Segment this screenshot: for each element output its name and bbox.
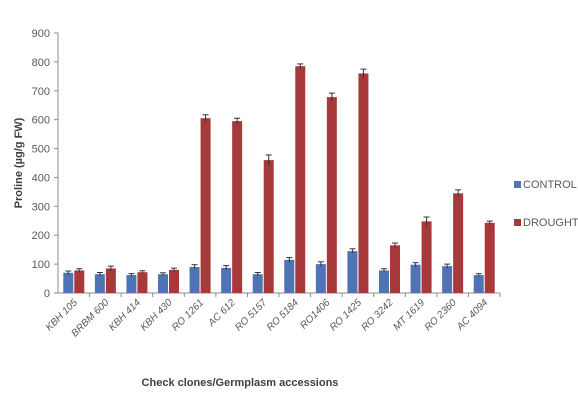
y-tick-label: 200 [32,230,50,242]
legend: CONTROL DROUGHT [514,179,578,229]
y-tick-label: 400 [32,172,50,184]
bar-control [473,275,484,293]
bar-control [284,259,295,293]
y-tick-label: 900 [32,28,50,40]
legend-label-drought: DROUGHT [523,217,578,229]
bar-drought [137,272,148,293]
y-tick-label: 800 [32,57,50,69]
y-tick-label: 100 [32,259,50,271]
x-tick-label: RO 5184 [265,297,301,333]
bar-drought [453,193,464,293]
y-tick-label: 0 [44,288,50,300]
bar-control [442,266,453,293]
bar-control [94,274,105,293]
bar-drought [200,118,211,293]
bar-drought [295,66,306,293]
x-tick-label: MT 1619 [392,297,428,333]
bar-control [189,267,200,293]
bar-control [379,270,389,293]
y-axis-ticks: 0 100 200 300 400 500 600 700 800 900 [32,28,58,300]
bar-control [347,251,358,293]
x-tick-label: RO 3242 [360,297,396,333]
y-axis-title: Proline (µg/g FW) [13,117,25,208]
bar-control [252,274,263,293]
bar-control [315,264,326,293]
x-tick-label: RO 1425 [328,297,364,333]
x-tick-label: AC 4094 [454,297,490,333]
bar-control [63,272,74,293]
x-axis-title: Check clones/Germplasm accessions [142,377,339,389]
bar-drought [263,160,274,293]
bar-control [158,274,168,293]
bar-drought [105,268,116,293]
bar-drought [390,245,400,293]
bar-control [221,267,232,293]
bar-drought [169,269,179,293]
bar-drought [484,222,495,293]
x-tick-label: RO 2360 [423,297,459,333]
bar-drought [326,97,337,293]
bar-drought [358,73,369,293]
x-tick-label: KBH 430 [139,297,175,333]
legend-swatch-control [514,181,521,188]
bar-control [410,264,421,293]
x-tick-label: RO 5157 [233,297,269,333]
legend-label-control: CONTROL [523,179,577,191]
y-tick-label: 500 [32,144,50,156]
bar-drought [232,121,243,293]
x-tick-label: KBH 414 [107,297,143,333]
bar-drought [74,270,85,293]
bar-control [126,275,137,293]
y-tick-label: 600 [32,115,50,127]
legend-swatch-drought [514,219,521,226]
y-tick-label: 700 [32,86,50,98]
y-tick-label: 300 [32,201,50,213]
plot-area [57,33,500,294]
x-tick-label: RO 1261 [170,297,206,333]
bar-drought [421,221,432,293]
